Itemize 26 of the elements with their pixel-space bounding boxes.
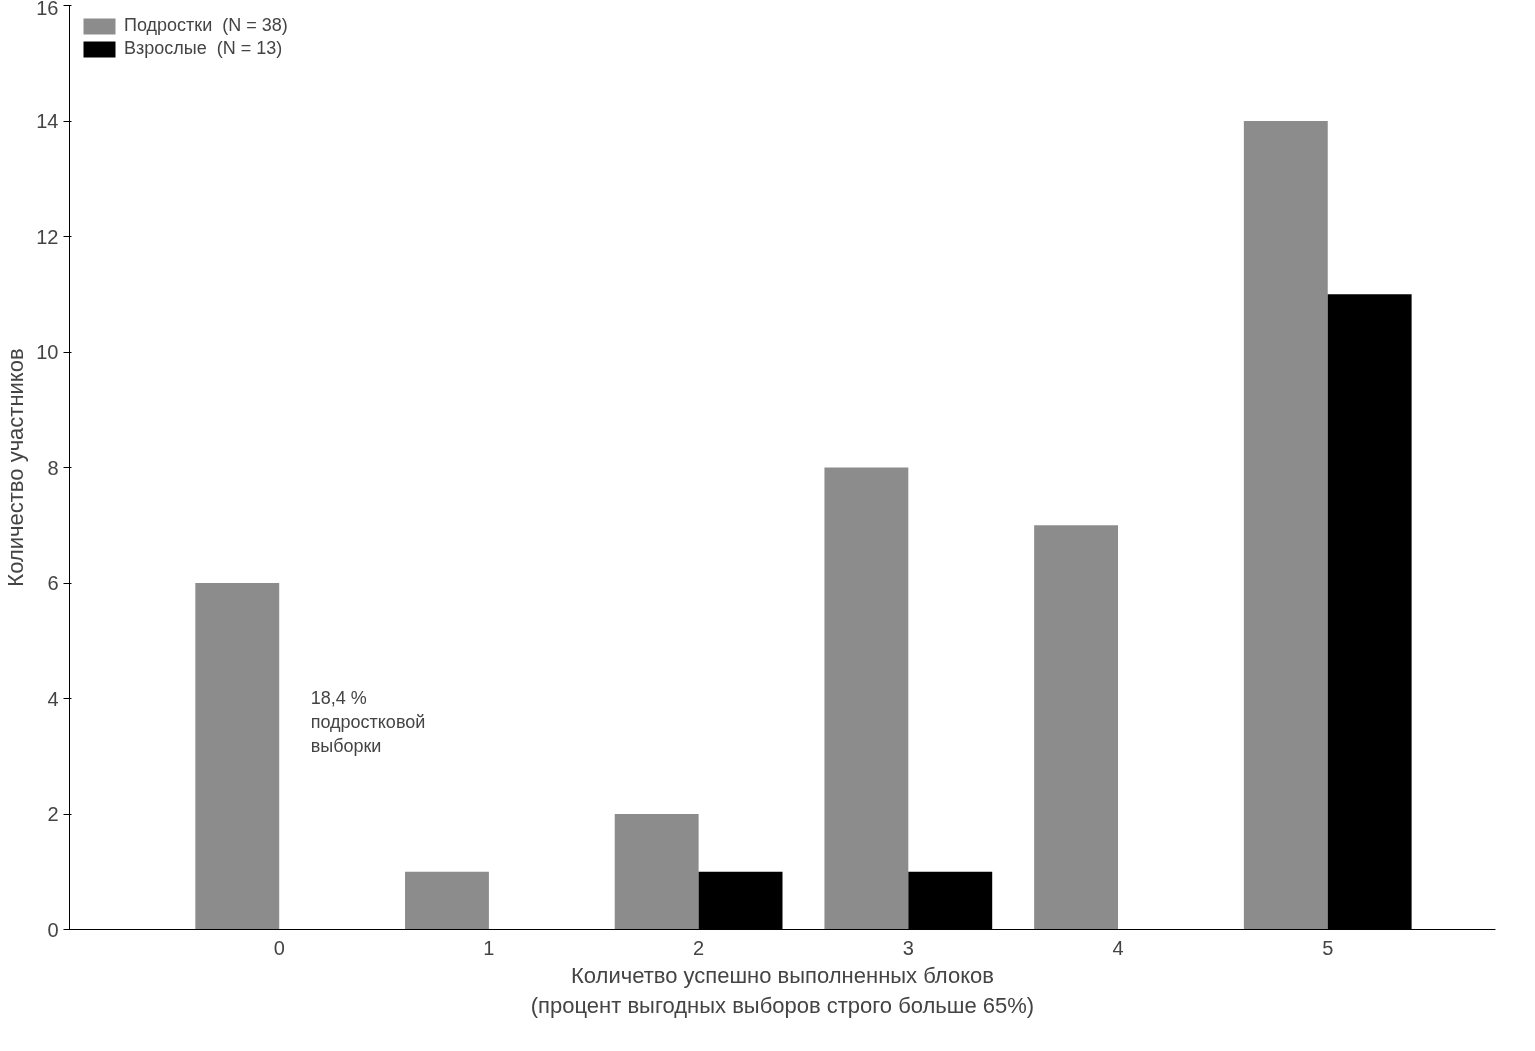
legend-label: Подростки (N = 38) — [124, 15, 288, 36]
y-tick-label: 6 — [47, 572, 59, 594]
bar — [1034, 525, 1119, 930]
y-tick-label: 8 — [47, 456, 59, 479]
bar — [405, 871, 489, 930]
x-axis-title: Количетво успешно выполненных блоков (процент выгодных выборов строго больше 65%) — [530, 962, 1035, 1018]
bar — [1243, 121, 1328, 930]
x-tick-label: 0 — [273, 936, 285, 959]
y-tick-label: 2 — [47, 803, 59, 825]
y-tick-label: 14 — [36, 110, 59, 132]
x-tick-label: 3 — [902, 936, 914, 959]
x-tick-label: 5 — [1322, 936, 1334, 959]
y-tick-label: 16 — [36, 0, 59, 19]
y-tick-label: 4 — [47, 687, 59, 710]
y-tick-label: 10 — [36, 341, 59, 363]
bar — [824, 467, 909, 930]
y-tick-label: 12 — [36, 225, 59, 248]
y-tick-label: 0 — [47, 918, 59, 941]
legend-label: Взрослые (N = 13) — [124, 38, 283, 59]
x-tick-label: 2 — [693, 936, 705, 959]
bar — [614, 814, 699, 930]
annotation: 18,4 % подростковой выборки — [310, 688, 426, 757]
bar — [195, 583, 280, 930]
x-tick-label: 4 — [1112, 936, 1124, 959]
y-axis-title: Количество участников — [3, 348, 29, 587]
x-tick-label: 1 — [483, 936, 495, 959]
